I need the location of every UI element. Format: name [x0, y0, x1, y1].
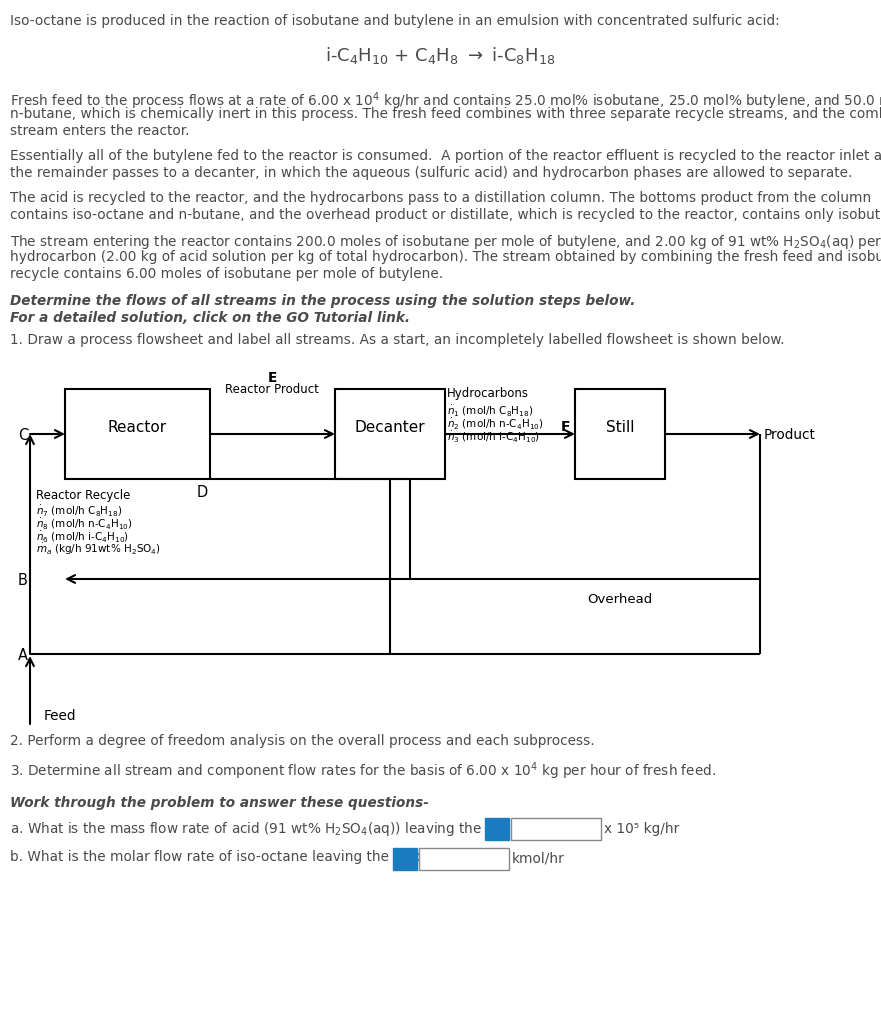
Text: Product: Product: [764, 428, 816, 442]
Bar: [335, 389, 445, 479]
Text: 2. Perform a degree of freedom analysis on the overall process and each subproce: 2. Perform a degree of freedom analysis …: [10, 734, 595, 748]
Text: Feed: Feed: [44, 709, 77, 723]
Bar: [65, 389, 210, 479]
Text: $\dot{n}_7$ (mol/h C$_8$H$_{18}$): $\dot{n}_7$ (mol/h C$_8$H$_{18}$): [36, 503, 122, 518]
Text: Hydrocarbons: Hydrocarbons: [447, 387, 529, 400]
Text: 3. Determine all stream and component flow rates for the basis of 6.00 x 10$^4$ : 3. Determine all stream and component fl…: [10, 760, 716, 781]
Text: B: B: [18, 573, 28, 588]
Text: contains iso-octane and n-butane, and the overhead product or distillate, which : contains iso-octane and n-butane, and th…: [10, 208, 881, 222]
Text: i-C$_4$H$_{10}$ + C$_4$H$_8$ $\rightarrow$ i-C$_8$H$_{18}$: i-C$_4$H$_{10}$ + C$_4$H$_8$ $\rightarro…: [325, 45, 555, 66]
Text: D: D: [197, 485, 208, 500]
Text: The acid is recycled to the reactor, and the hydrocarbons pass to a distillation: The acid is recycled to the reactor, and…: [10, 191, 871, 205]
Text: hydrocarbon (2.00 kg of acid solution per kg of total hydrocarbon). The stream o: hydrocarbon (2.00 kg of acid solution pe…: [10, 250, 881, 264]
Text: b. What is the molar flow rate of iso-octane leaving the process?: b. What is the molar flow rate of iso-oc…: [10, 850, 453, 864]
Text: recycle contains 6.00 moles of isobutane per mole of butylene.: recycle contains 6.00 moles of isobutane…: [10, 267, 443, 281]
Text: Still: Still: [606, 421, 634, 435]
Text: Work through the problem to answer these questions-: Work through the problem to answer these…: [10, 796, 429, 810]
Text: 1. Draw a process flowsheet and label all streams. As a start, an incompletely l: 1. Draw a process flowsheet and label al…: [10, 333, 785, 347]
Text: stream enters the reactor.: stream enters the reactor.: [10, 124, 189, 138]
Bar: [511, 818, 601, 840]
Text: $\dot{n}_3$ (mol/h i-C$_4$H$_{10}$): $\dot{n}_3$ (mol/h i-C$_4$H$_{10}$): [447, 429, 540, 443]
Text: F: F: [561, 420, 571, 434]
Text: Overhead: Overhead: [588, 593, 653, 606]
Text: a. What is the mass flow rate of acid (91 wt% H$_2$SO$_4$(aq)) leaving the decan: a. What is the mass flow rate of acid (9…: [10, 820, 554, 838]
Text: Determine the flows of all streams in the process using the solution steps below: Determine the flows of all streams in th…: [10, 294, 635, 308]
Text: i: i: [495, 822, 500, 836]
Text: $\dot{n}_8$ (mol/h n-C$_4$H$_{10}$): $\dot{n}_8$ (mol/h n-C$_4$H$_{10}$): [36, 516, 133, 530]
Text: Essentially all of the butylene fed to the reactor is consumed.  A portion of th: Essentially all of the butylene fed to t…: [10, 150, 881, 163]
Text: x 10⁵ kg/hr: x 10⁵ kg/hr: [604, 822, 679, 836]
Text: Fresh feed to the process flows at a rate of 6.00 x 10$^4$ kg/hr and contains 25: Fresh feed to the process flows at a rat…: [10, 90, 881, 112]
Text: A: A: [18, 648, 28, 663]
Text: Decanter: Decanter: [355, 421, 426, 435]
Text: n-butane, which is chemically inert in this process. The fresh feed combines wit: n-butane, which is chemically inert in t…: [10, 106, 881, 121]
Text: the remainder passes to a decanter, in which the aqueous (sulfuric acid) and hyd: the remainder passes to a decanter, in w…: [10, 166, 853, 180]
Bar: [419, 848, 509, 870]
Text: C: C: [18, 428, 28, 443]
Text: E: E: [267, 371, 277, 385]
Text: kmol/hr: kmol/hr: [512, 852, 565, 866]
Text: $\dot{n}_6$ (mol/h i-C$_4$H$_{10}$): $\dot{n}_6$ (mol/h i-C$_4$H$_{10}$): [36, 529, 130, 544]
Text: Reactor Product: Reactor Product: [225, 383, 319, 396]
Text: $\dot{n}_1$ (mol/h C$_8$H$_{18}$): $\dot{n}_1$ (mol/h C$_8$H$_{18}$): [447, 403, 534, 418]
Text: $\dot{m}_a$ (kg/h 91wt% H$_2$SO$_4$): $\dot{m}_a$ (kg/h 91wt% H$_2$SO$_4$): [36, 542, 161, 557]
Text: For a detailed solution, click on the GO Tutorial link.: For a detailed solution, click on the GO…: [10, 311, 410, 325]
Text: The stream entering the reactor contains 200.0 moles of isobutane per mole of bu: The stream entering the reactor contains…: [10, 233, 881, 251]
Bar: [393, 848, 417, 870]
Bar: [485, 818, 509, 840]
Text: i: i: [403, 852, 407, 866]
Text: Reactor: Reactor: [107, 421, 167, 435]
Text: Reactor Recycle: Reactor Recycle: [36, 489, 130, 502]
Text: Iso-octane is produced in the reaction of isobutane and butylene in an emulsion : Iso-octane is produced in the reaction o…: [10, 14, 780, 28]
Text: $\dot{n}_2$ (mol/h n-C$_4$H$_{10}$): $\dot{n}_2$ (mol/h n-C$_4$H$_{10}$): [447, 416, 544, 431]
Bar: [575, 389, 665, 479]
